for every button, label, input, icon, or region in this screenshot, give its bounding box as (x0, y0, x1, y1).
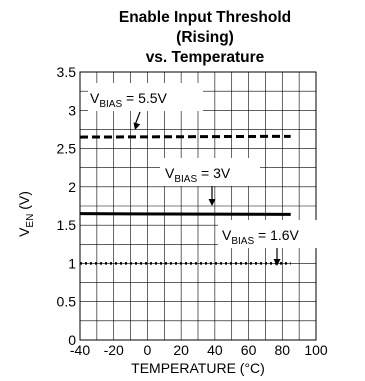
x-tick-label: 100 (304, 342, 328, 358)
annotations: VBIAS = 5.5V VBIAS = 3V VBIAS = 1.6V (88, 83, 331, 266)
x-tick-label: 0 (144, 342, 152, 358)
chart-title-line-1: Enable Input Threshold (119, 9, 291, 26)
x-axis-label: TEMPERATURE (°C) (131, 360, 265, 376)
y-tick-label: 0.5 (57, 294, 77, 310)
series-label-2: VBIAS = 3V (165, 165, 231, 185)
chart-title: Enable Input Threshold (Rising) vs. Temp… (119, 9, 291, 66)
x-tick-label: -20 (104, 342, 124, 358)
x-tick-label: 80 (274, 342, 290, 358)
chart-title-line-2: (Rising) (176, 29, 234, 46)
annotation-background (218, 220, 331, 248)
x-axis: -40 -20 0 20 40 60 80 100 (70, 342, 328, 358)
x-tick-label: 60 (241, 342, 257, 358)
chart-title-line-3: vs. Temperature (146, 49, 265, 66)
series-label-1: VBIAS = 5.5V (90, 90, 168, 110)
y-axis-label-main: V (16, 227, 32, 237)
x-tick-label: 20 (173, 342, 189, 358)
y-tick-label: 1.5 (57, 217, 77, 233)
arrow-icon (208, 199, 216, 206)
y-tick-label: 3 (68, 102, 76, 118)
y-tick-label: 2 (68, 179, 76, 195)
grid (80, 72, 316, 340)
series-line-1 (79, 134, 291, 139)
x-tick-label: -40 (70, 342, 90, 358)
plot-frame (79, 71, 317, 341)
y-axis-label: VEN (V) (16, 191, 36, 237)
y-axis-label-unit: (V) (16, 191, 32, 214)
series-line-2 (79, 212, 291, 216)
y-tick-label: 1 (68, 255, 76, 271)
series-group (79, 134, 291, 265)
annotation-background (160, 158, 260, 186)
y-axis-label-sub: EN (25, 214, 36, 228)
y-tick-label: 0 (68, 332, 76, 348)
series-label-3: VBIAS = 1.6V (222, 227, 300, 247)
y-tick-label: 2.5 (57, 141, 77, 157)
annotation-leader (134, 111, 141, 126)
arrow-icon (133, 122, 141, 130)
annotation-background (88, 83, 203, 111)
arrow-icon (273, 259, 281, 266)
y-tick-label: 3.5 (57, 64, 77, 80)
y-axis: 0 0.5 1 1.5 2 2.5 3 3.5 (57, 64, 77, 348)
x-tick-label: 40 (207, 342, 223, 358)
